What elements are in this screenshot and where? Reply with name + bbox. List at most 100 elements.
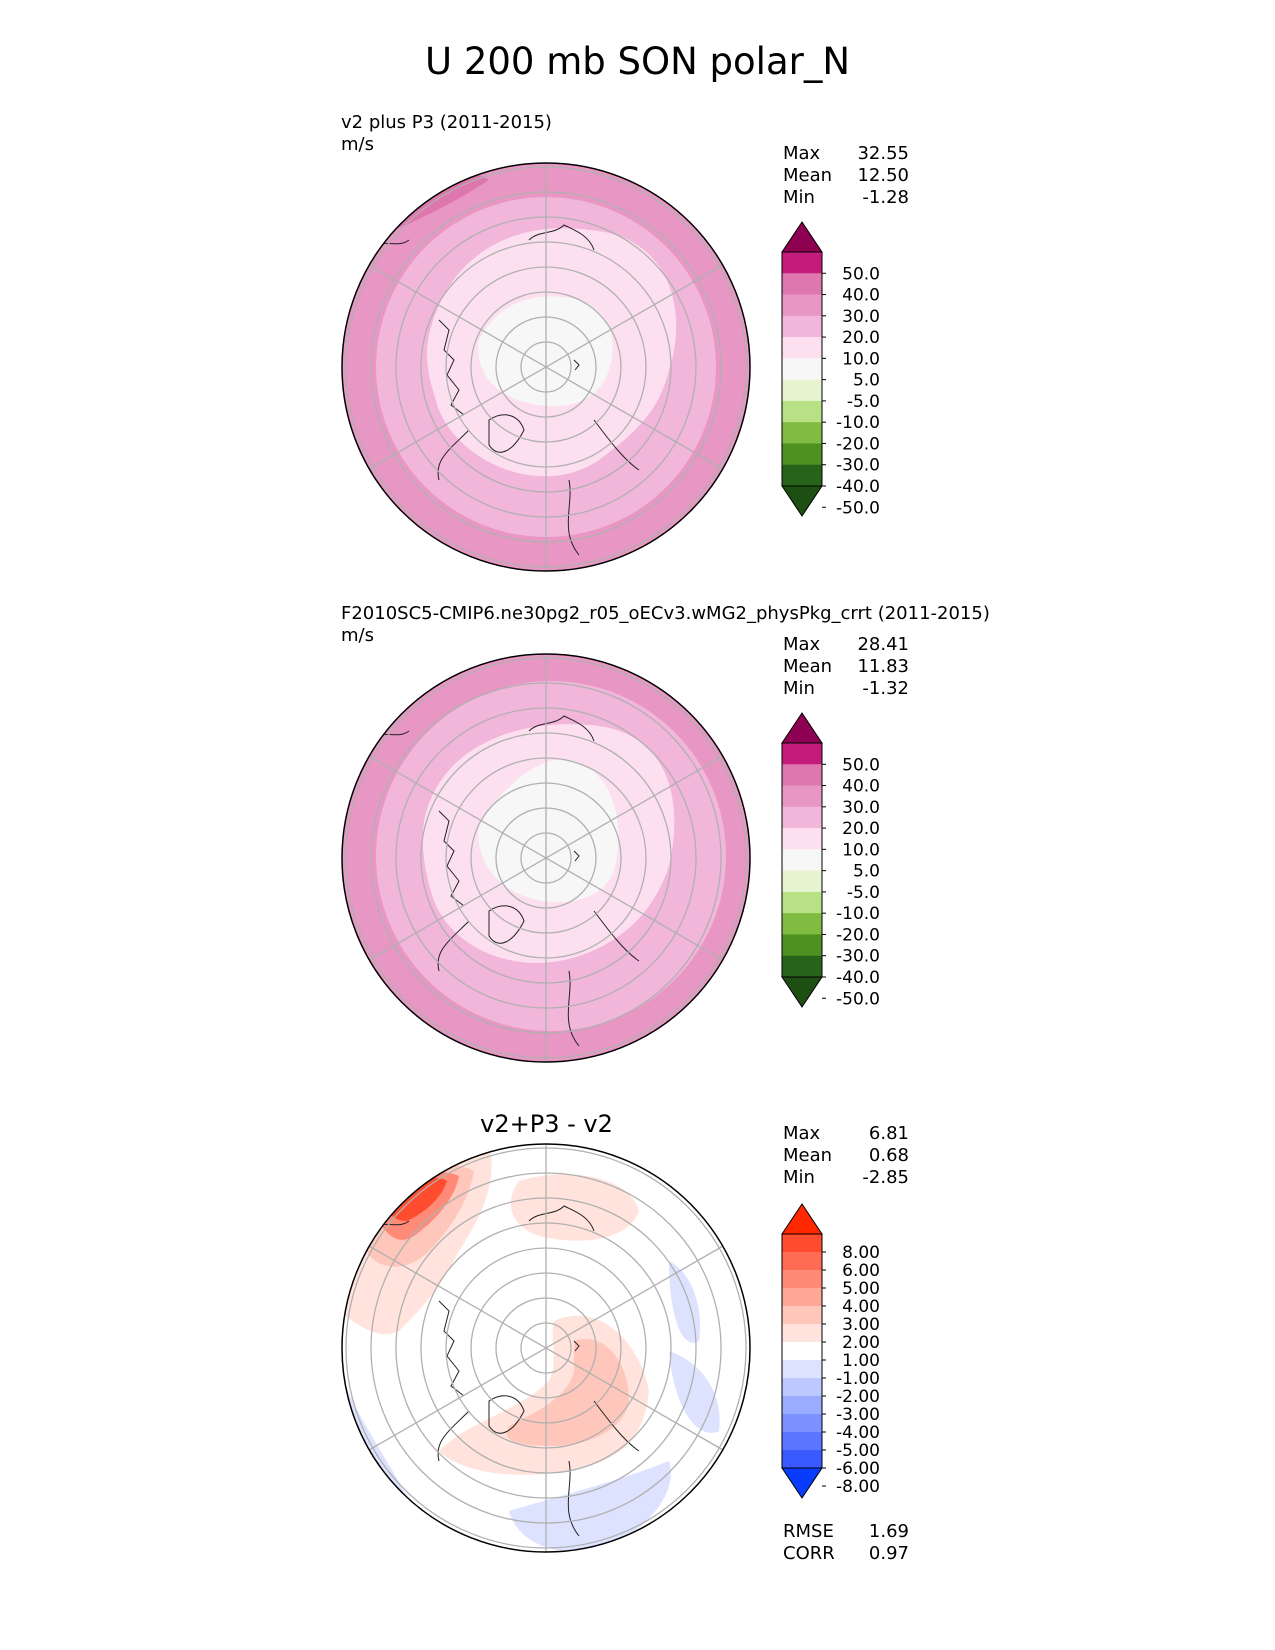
- colorbar-tick-label: -50.0: [836, 989, 880, 1009]
- stat-value: 11.83: [857, 656, 909, 677]
- panel-2-title: F2010SC5-CMIP6.ne30pg2_r05_oECv3.wMG2_ph…: [341, 603, 990, 624]
- colorbar-tick-label: 40.0: [842, 777, 880, 797]
- colorbar-segment: [782, 1414, 822, 1433]
- map-contour-fill: [669, 1261, 700, 1343]
- stat-label: Mean: [783, 656, 833, 677]
- colorbar-tick-label: -10.0: [836, 413, 880, 433]
- panel-2-polar-map: [341, 653, 751, 1063]
- panel-2-units: m/s: [341, 625, 374, 646]
- colorbar-extend-bottom: [781, 1467, 823, 1499]
- colorbar-segment: [782, 1270, 822, 1289]
- stat-value: 28.41: [857, 634, 909, 655]
- colorbar-tick-label: -1.00: [836, 1369, 880, 1389]
- colorbar-tick-label: -5.0: [847, 883, 880, 903]
- colorbar-segment: [782, 1432, 822, 1451]
- colorbar-tick-label: 6.00: [842, 1261, 880, 1281]
- stat-label: Max: [783, 1123, 821, 1144]
- stat-label: Max: [783, 143, 821, 164]
- colorbar-outline: [781, 742, 823, 978]
- colorbar-segment: [782, 955, 822, 978]
- colorbar-tick-label: 5.00: [842, 1279, 880, 1299]
- colorbar-tick-label: -4.00: [836, 1423, 880, 1443]
- stat-value: -1.28: [862, 187, 909, 208]
- panel-3-polar-map: [341, 1143, 751, 1553]
- colorbar-segment: [782, 1360, 822, 1379]
- stat-label: Mean: [783, 165, 833, 186]
- colorbar-segment: [782, 764, 822, 787]
- colorbar-tick-label: 40.0: [842, 286, 880, 306]
- colorbar-tick-label: -8.00: [836, 1477, 880, 1497]
- colorbar-segment: [782, 806, 822, 829]
- colorbar-tick-label: 50.0: [842, 264, 880, 284]
- colorbar-segment: [782, 1252, 822, 1271]
- metric-value: 0.97: [868, 1543, 909, 1564]
- panel-3-colorbar: 8.006.005.004.003.002.001.00-1.00-2.00-3…: [781, 1203, 880, 1499]
- colorbar-extend-top: [781, 1203, 823, 1235]
- colorbar-segment: [782, 913, 822, 935]
- stat-value: 12.50: [857, 165, 909, 186]
- colorbar-segment: [782, 422, 822, 444]
- colorbar-segment: [782, 785, 822, 808]
- map-boundary: [341, 162, 751, 572]
- colorbar-outline: [781, 1233, 823, 1469]
- colorbar-tick-label: 50.0: [842, 755, 880, 775]
- stat-value: -1.32: [862, 678, 909, 699]
- colorbar-segment: [782, 828, 822, 850]
- map-boundary: [341, 1143, 751, 1553]
- panel-1-stats: Max 32.55 Mean 12.50 Min -1.28: [783, 143, 909, 209]
- panel-3-stats: Max 6.81 Mean 0.68 Min -2.85: [783, 1123, 909, 1189]
- colorbar-segment: [782, 1342, 822, 1361]
- colorbar-tick-label: 1.00: [842, 1351, 880, 1371]
- colorbar-tick-label: -6.00: [836, 1459, 880, 1479]
- colorbar-segment: [782, 379, 822, 402]
- figure-title: U 200 mb SON polar_N: [424, 40, 851, 83]
- graticule: [345, 163, 747, 571]
- graticule: [345, 1144, 747, 1552]
- stat-value: 6.81: [868, 1123, 909, 1144]
- colorbar-tick-label: 5.0: [853, 862, 880, 882]
- panel-1-title: v2 plus P3 (2011-2015): [341, 112, 552, 133]
- map-boundary: [341, 653, 751, 1063]
- colorbar-segment: [782, 443, 822, 466]
- panel-2-colorbar: 50.040.030.020.010.05.0-5.0-10.0-20.0-30…: [781, 712, 880, 1009]
- colorbar-tick-label: -10.0: [836, 904, 880, 924]
- metric-value: 1.69: [868, 1521, 909, 1542]
- colorbar-tick-label: 30.0: [842, 798, 880, 818]
- colorbar-tick-label: 2.00: [842, 1333, 880, 1353]
- panel-1-polar-map: [341, 162, 751, 572]
- colorbar-tick-label: -5.0: [847, 392, 880, 412]
- stat-label: Min: [783, 678, 815, 699]
- colorbar-tick-label: -20.0: [836, 434, 880, 454]
- colorbar-segment: [782, 849, 822, 872]
- colorbar-tick-label: -5.00: [836, 1441, 880, 1461]
- stat-value: 0.68: [868, 1145, 909, 1166]
- colorbar-extend-bottom: [781, 976, 823, 1008]
- map-contour-fill: [384, 1177, 447, 1221]
- colorbar-segment: [782, 1396, 822, 1415]
- colorbar-segment: [782, 870, 822, 893]
- map-contour-fill: [478, 759, 619, 903]
- map-contour-fill: [669, 1351, 720, 1433]
- colorbar-segment: [782, 1234, 822, 1253]
- map-contour-fill: [510, 1174, 639, 1241]
- colorbar-segment: [782, 337, 822, 359]
- colorbar-tick-label: 30.0: [842, 307, 880, 327]
- colorbar-segment: [782, 252, 822, 274]
- colorbar-tick-label: -50.0: [836, 498, 880, 518]
- panel-3-title: v2+P3 - v2: [480, 1110, 613, 1138]
- panel-1-colorbar: 50.040.030.020.010.05.0-5.0-10.0-20.0-30…: [781, 221, 880, 518]
- stat-label: Min: [783, 1167, 815, 1188]
- metric-label: CORR: [783, 1543, 835, 1564]
- colorbar-segment: [782, 1288, 822, 1307]
- panel-2-stats: Max 28.41 Mean 11.83 Min -1.32: [783, 634, 909, 700]
- graticule: [345, 654, 747, 1062]
- colorbar-tick-label: 3.00: [842, 1315, 880, 1335]
- colorbar-tick-label: 20.0: [842, 328, 880, 348]
- metric-label: RMSE: [783, 1521, 834, 1542]
- colorbar-segment: [782, 358, 822, 381]
- colorbar-segment: [782, 1324, 822, 1343]
- colorbar-segment: [782, 934, 822, 957]
- colorbar-outline: [781, 251, 823, 487]
- stat-label: Min: [783, 187, 815, 208]
- colorbar-tick-label: -2.00: [836, 1387, 880, 1407]
